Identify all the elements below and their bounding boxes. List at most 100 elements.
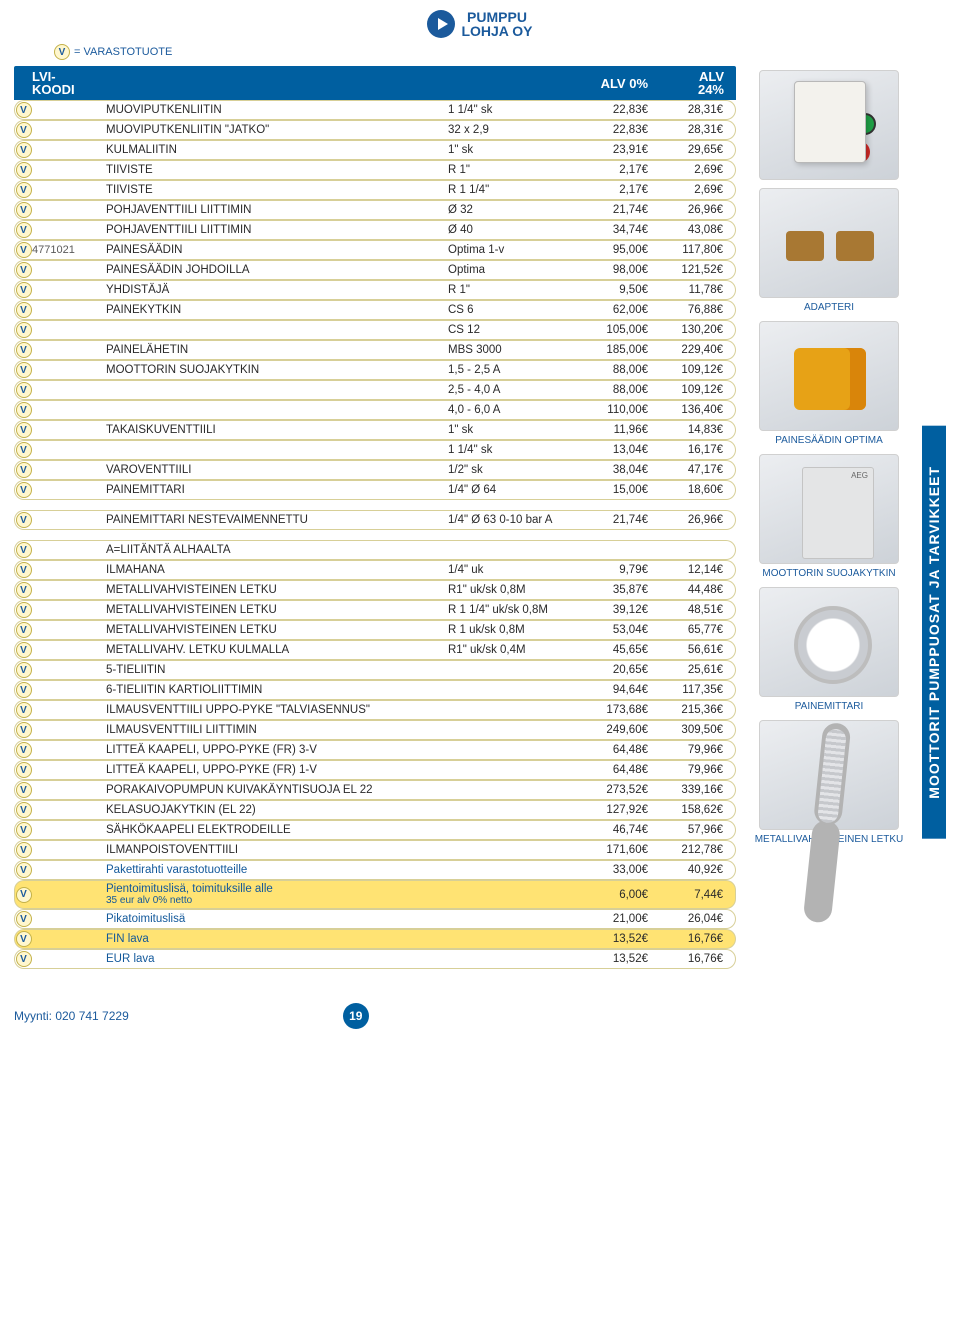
table-row: VPakettirahti varastotuotteille33,00€40,…	[14, 860, 736, 880]
cell-name: MOOTTORIN SUOJAKYTKIN	[100, 360, 442, 380]
cell-code	[32, 700, 100, 720]
product-card: MOOTTORIN SUOJAKYTKIN	[754, 454, 904, 579]
cell-name: KELASUOJAKYTKIN (EL 22)	[100, 800, 442, 820]
stock-badge-icon: V	[16, 642, 32, 658]
cell-code	[32, 820, 100, 840]
table-row: VMETALLIVAHVISTEINEN LETKUR 1 1/4" uk/sk…	[14, 600, 736, 620]
section-tab: MOOTTORIT PUMPPUOSAT JA TARVIKKEET	[922, 426, 946, 839]
product-card: PAINESÄÄDIN OPTIMA	[754, 321, 904, 446]
cell-name: VAROVENTTIILI	[100, 460, 442, 480]
cell-name: PAINEMITTARI	[100, 480, 442, 500]
cell-price-alv24: 2,69€	[654, 180, 736, 200]
cell-price-alv24: 158,62€	[654, 800, 736, 820]
stock-legend: V = VARASTOTUOTE	[54, 44, 946, 60]
cell-code	[32, 720, 100, 740]
cell-spec: 1/4" Ø 64	[442, 480, 572, 500]
cell-name: TAKAISKUVENTTIILI	[100, 420, 442, 440]
table-row: V5-TIELIITIN20,65€25,61€	[14, 660, 736, 680]
cell-price-alv0: 64,48€	[572, 740, 654, 760]
table-row: VMETALLIVAHV. LETKU KULMALLAR1" uk/sk 0,…	[14, 640, 736, 660]
cell-spec: R 1 1/4"	[442, 180, 572, 200]
cell-name	[100, 400, 442, 420]
cell-price-alv24: 11,78€	[654, 280, 736, 300]
product-card	[754, 70, 904, 180]
footer: Myynti: 020 741 7229 19	[14, 1003, 946, 1029]
table-row: VTIIVISTER 1"2,17€2,69€	[14, 160, 736, 180]
stock-badge-icon: V	[16, 422, 32, 438]
cell-spec	[442, 929, 572, 949]
cell-code	[32, 320, 100, 340]
cell-name: METALLIVAHVISTEINEN LETKU	[100, 580, 442, 600]
cell-spec	[442, 660, 572, 680]
table-row: V4,0 - 6,0 A110,00€136,40€	[14, 400, 736, 420]
stock-badge-icon: V	[16, 822, 32, 838]
cell-name: TIIVISTE	[100, 180, 442, 200]
cell-price-alv0: 6,00€	[572, 880, 654, 909]
cell-price-alv0: 39,12€	[572, 600, 654, 620]
cell-spec	[442, 680, 572, 700]
cell-price-alv24: 25,61€	[654, 660, 736, 680]
cell-name: LITTEÄ KAAPELI, UPPO-PYKE (FR) 1-V	[100, 760, 442, 780]
cell-price-alv0: 185,00€	[572, 340, 654, 360]
cell-code	[32, 460, 100, 480]
cell-spec: CS 6	[442, 300, 572, 320]
table-row: VMETALLIVAHVISTEINEN LETKUR 1 uk/sk 0,8M…	[14, 620, 736, 640]
cell-price-alv24: 16,76€	[654, 929, 736, 949]
cell-spec	[442, 949, 572, 969]
cell-code	[32, 400, 100, 420]
cell-price-alv24: 26,96€	[654, 510, 736, 530]
cell-code	[32, 880, 100, 909]
cell-code	[32, 800, 100, 820]
cell-code	[32, 140, 100, 160]
cell-spec: R1" uk/sk 0,8M	[442, 580, 572, 600]
table-row: VTAKAISKUVENTTIILI1" sk11,96€14,83€	[14, 420, 736, 440]
cell-price-alv24: 339,16€	[654, 780, 736, 800]
cell-price-alv24: 65,77€	[654, 620, 736, 640]
stock-badge-icon: V	[16, 702, 32, 718]
cell-price-alv0: 23,91€	[572, 140, 654, 160]
table-header: LVI-KOODI ALV 0% ALV24%	[14, 66, 736, 100]
stock-badge-icon: V	[16, 162, 32, 178]
cell-spec: 1,5 - 2,5 A	[442, 360, 572, 380]
cell-code	[32, 660, 100, 680]
stock-badge-icon: V	[16, 182, 32, 198]
stock-badge-icon: V	[16, 862, 32, 878]
cell-spec: 4,0 - 6,0 A	[442, 400, 572, 420]
cell-name: 6-TIELIITIN KARTIOLIITTIMIN	[100, 680, 442, 700]
stock-badge-icon: V	[16, 742, 32, 758]
stock-badge-icon: V	[16, 951, 32, 967]
cell-spec: R 1 uk/sk 0,8M	[442, 620, 572, 640]
cell-spec: Ø 32	[442, 200, 572, 220]
table-row: VLITTEÄ KAAPELI, UPPO-PYKE (FR) 3-V64,48…	[14, 740, 736, 760]
cell-price-alv24: 117,80€	[654, 240, 736, 260]
stock-badge-icon: V	[16, 582, 32, 598]
table-row: VPAINEMITTARI NESTEVAIMENNETTU1/4" Ø 63 …	[14, 510, 736, 530]
cell-code	[32, 760, 100, 780]
cell-price-alv24: 117,35€	[654, 680, 736, 700]
stock-badge-icon: V	[16, 382, 32, 398]
cell-code	[32, 860, 100, 880]
cell-price-alv0: 9,50€	[572, 280, 654, 300]
stock-badge-icon: V	[16, 931, 32, 947]
cell-code	[32, 120, 100, 140]
cell-price-alv24: 109,12€	[654, 380, 736, 400]
logo-icon	[427, 10, 455, 38]
cell-name: PORAKAIVOPUMPUN KUIVAKÄYNTISUOJA EL 22	[100, 780, 442, 800]
cell-price-alv0: 15,00€	[572, 480, 654, 500]
cell-code	[32, 780, 100, 800]
page-number: 19	[343, 1003, 369, 1029]
cell-code	[32, 909, 100, 929]
stock-badge-icon: V	[16, 887, 32, 903]
logo-block: PUMPPULOHJA OY	[14, 10, 946, 38]
cell-price-alv24: 48,51€	[654, 600, 736, 620]
cell-price-alv24: 47,17€	[654, 460, 736, 480]
cell-price-alv24: 26,96€	[654, 200, 736, 220]
table-row: V4771021PAINESÄÄDINOptima 1-v95,00€117,8…	[14, 240, 736, 260]
cell-spec: Ø 40	[442, 220, 572, 240]
cell-price-alv0: 21,00€	[572, 909, 654, 929]
table-row: VILMAUSVENTTIILI UPPO-PYKE "TALVIASENNUS…	[14, 700, 736, 720]
header-alv24: ALV24%	[654, 70, 736, 96]
stock-badge-icon: V	[16, 842, 32, 858]
cell-code	[32, 560, 100, 580]
cell-code	[32, 200, 100, 220]
